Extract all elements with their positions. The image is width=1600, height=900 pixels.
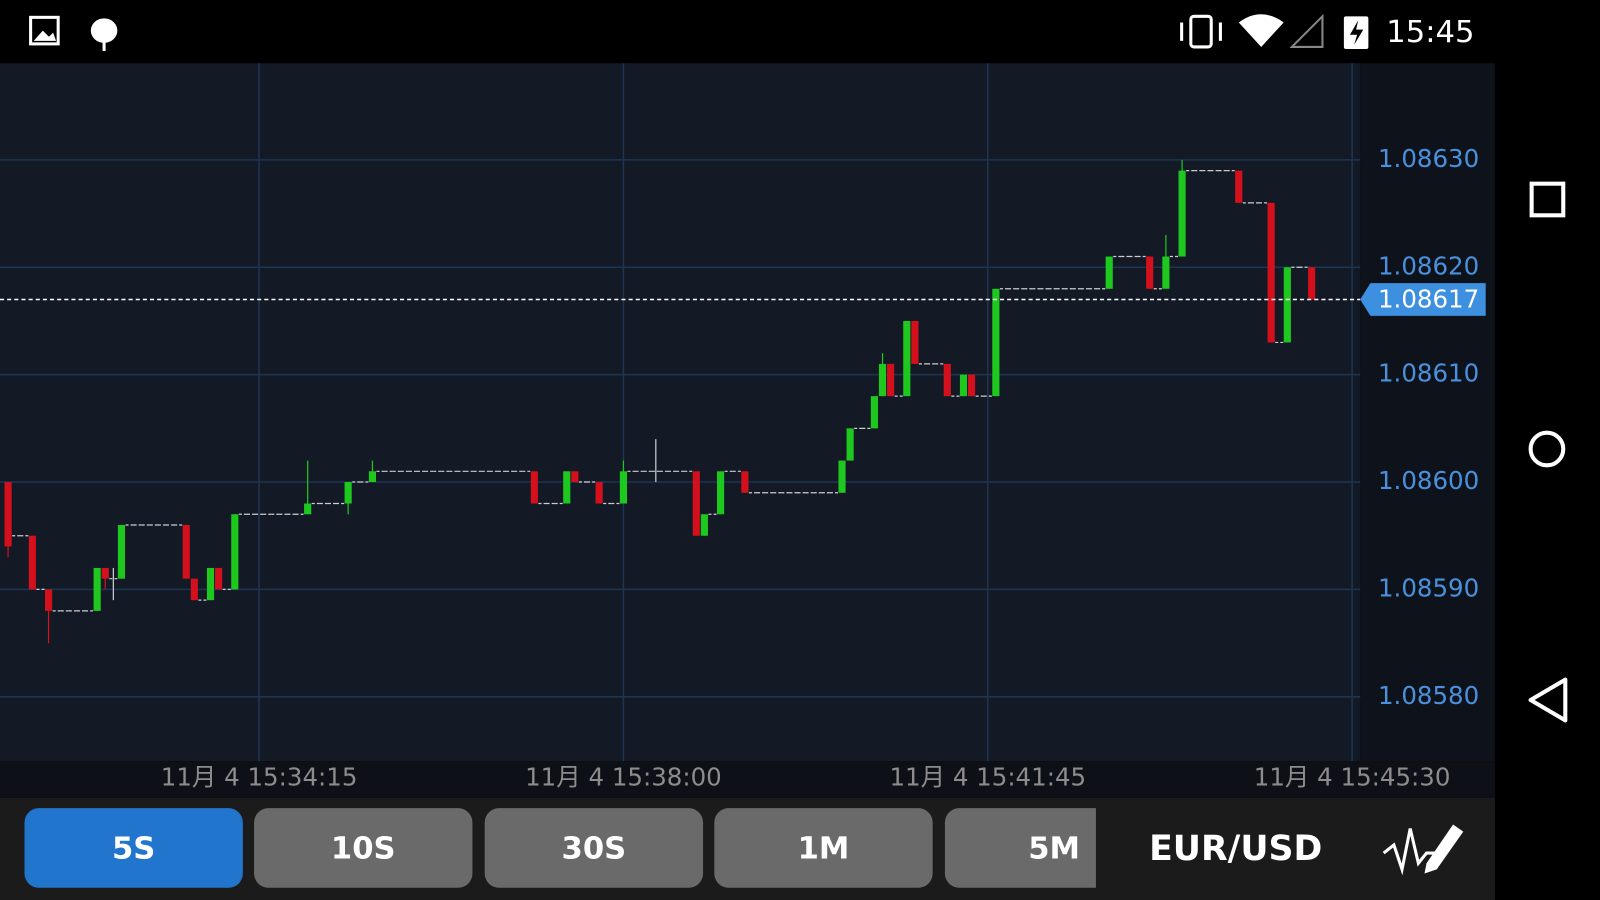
y-tick-label: 1.08590 [1378, 573, 1479, 602]
back-button[interactable] [1528, 677, 1568, 723]
button-label: 10S [331, 832, 396, 867]
candle-body [530, 471, 538, 504]
x-tick-label: 11月 4 15:34:15 [161, 763, 358, 792]
candle-body [700, 514, 708, 536]
candle-body [992, 288, 1000, 397]
y-tick-label: 1.08620 [1378, 251, 1479, 280]
candle-body [215, 567, 223, 590]
candle-body [846, 428, 854, 461]
candle-body [190, 578, 198, 601]
candle-body [1235, 170, 1243, 203]
candle-body [368, 471, 377, 483]
axis-labels: 1.08580 1.08590 1.08600 1.08610 1.08620 1.086… [0, 144, 1486, 792]
gallery-icon [29, 15, 60, 46]
candle-body [838, 460, 846, 493]
candle-body [595, 482, 603, 504]
time-axis-area [0, 761, 1495, 798]
grid [0, 63, 1361, 762]
candle-body [344, 482, 352, 504]
button-5m-clip: 5M [944, 808, 1163, 888]
button-10s[interactable] [254, 808, 473, 888]
button-5m[interactable] [944, 808, 1163, 888]
candle-body [93, 567, 101, 611]
candle-body [1105, 256, 1113, 289]
candle-body [45, 589, 53, 611]
gallery-icon-shape [33, 30, 57, 41]
y-tick-label: 1.08600 [1378, 466, 1479, 495]
candle-body [870, 396, 878, 429]
y-tick-label: 1.08580 [1378, 681, 1479, 710]
candle-body [1283, 267, 1291, 343]
button-label: 1M [798, 832, 850, 867]
candle-body [959, 374, 968, 397]
vibrate-icon-lines [1180, 22, 1222, 41]
candle-body [878, 363, 887, 397]
y-tick-label: 1.08610 [1378, 359, 1479, 388]
android-icon [90, 18, 118, 43]
candle-body [1308, 267, 1316, 300]
symbol[interactable]: EUR/USD [1149, 829, 1322, 869]
button-1m[interactable] [714, 808, 933, 888]
recents-button[interactable] [1529, 181, 1566, 218]
candle-body [101, 567, 109, 579]
candle-body [1178, 170, 1186, 257]
button-label: 5S [112, 832, 155, 867]
candles [4, 159, 1316, 644]
current-price-tag [1360, 283, 1486, 316]
candle-body [717, 471, 725, 515]
candle-body [1162, 256, 1170, 289]
candle-body [304, 503, 312, 515]
button-label: 5M [1028, 832, 1080, 867]
candle-body [1146, 256, 1154, 289]
candle-body [943, 363, 951, 397]
wifi-icon [1238, 14, 1284, 47]
candle-body [887, 363, 895, 397]
candle-body [692, 471, 700, 536]
x-tick-label: 11月 4 15:38:00 [525, 763, 722, 792]
candle-body [28, 535, 36, 590]
y-tick-label: 1.08630 [1378, 144, 1479, 173]
timeframe-buttons: 5S 10S 30S 1M 5M [24, 808, 1163, 888]
indicator-pencil [1424, 824, 1464, 874]
candle-body [619, 471, 627, 504]
candle-body [911, 320, 919, 364]
current-price-label: 1.08617 [1378, 285, 1479, 314]
candle-body [231, 514, 239, 590]
battery-bolt [1350, 20, 1364, 45]
candle-body [1267, 202, 1275, 343]
home-button[interactable] [1528, 430, 1566, 468]
button-30s[interactable] [484, 808, 704, 888]
clock: 15:45 [1386, 15, 1474, 50]
candle-body [741, 471, 749, 493]
candle-body [206, 567, 215, 601]
status-bar: 15:45 [29, 13, 1474, 52]
candle-body [903, 320, 911, 397]
x-tick-label: 11月 4 15:45:30 [1254, 763, 1451, 792]
button-label: 30S [562, 832, 627, 867]
x-tick-label: 11月 4 15:41:45 [889, 763, 1086, 792]
indicator-icon[interactable] [1382, 828, 1437, 876]
candle-body [4, 482, 12, 547]
candle-body [117, 524, 126, 579]
candle-body [571, 471, 579, 483]
signal-icon [1289, 13, 1324, 48]
candle-body [182, 524, 190, 579]
candle-body [968, 374, 976, 397]
plot-area [0, 63, 1361, 762]
button-5s[interactable] [24, 808, 243, 888]
price-axis-area [1360, 63, 1495, 762]
vibrate-icon [1189, 14, 1213, 49]
candle-body [563, 471, 571, 504]
